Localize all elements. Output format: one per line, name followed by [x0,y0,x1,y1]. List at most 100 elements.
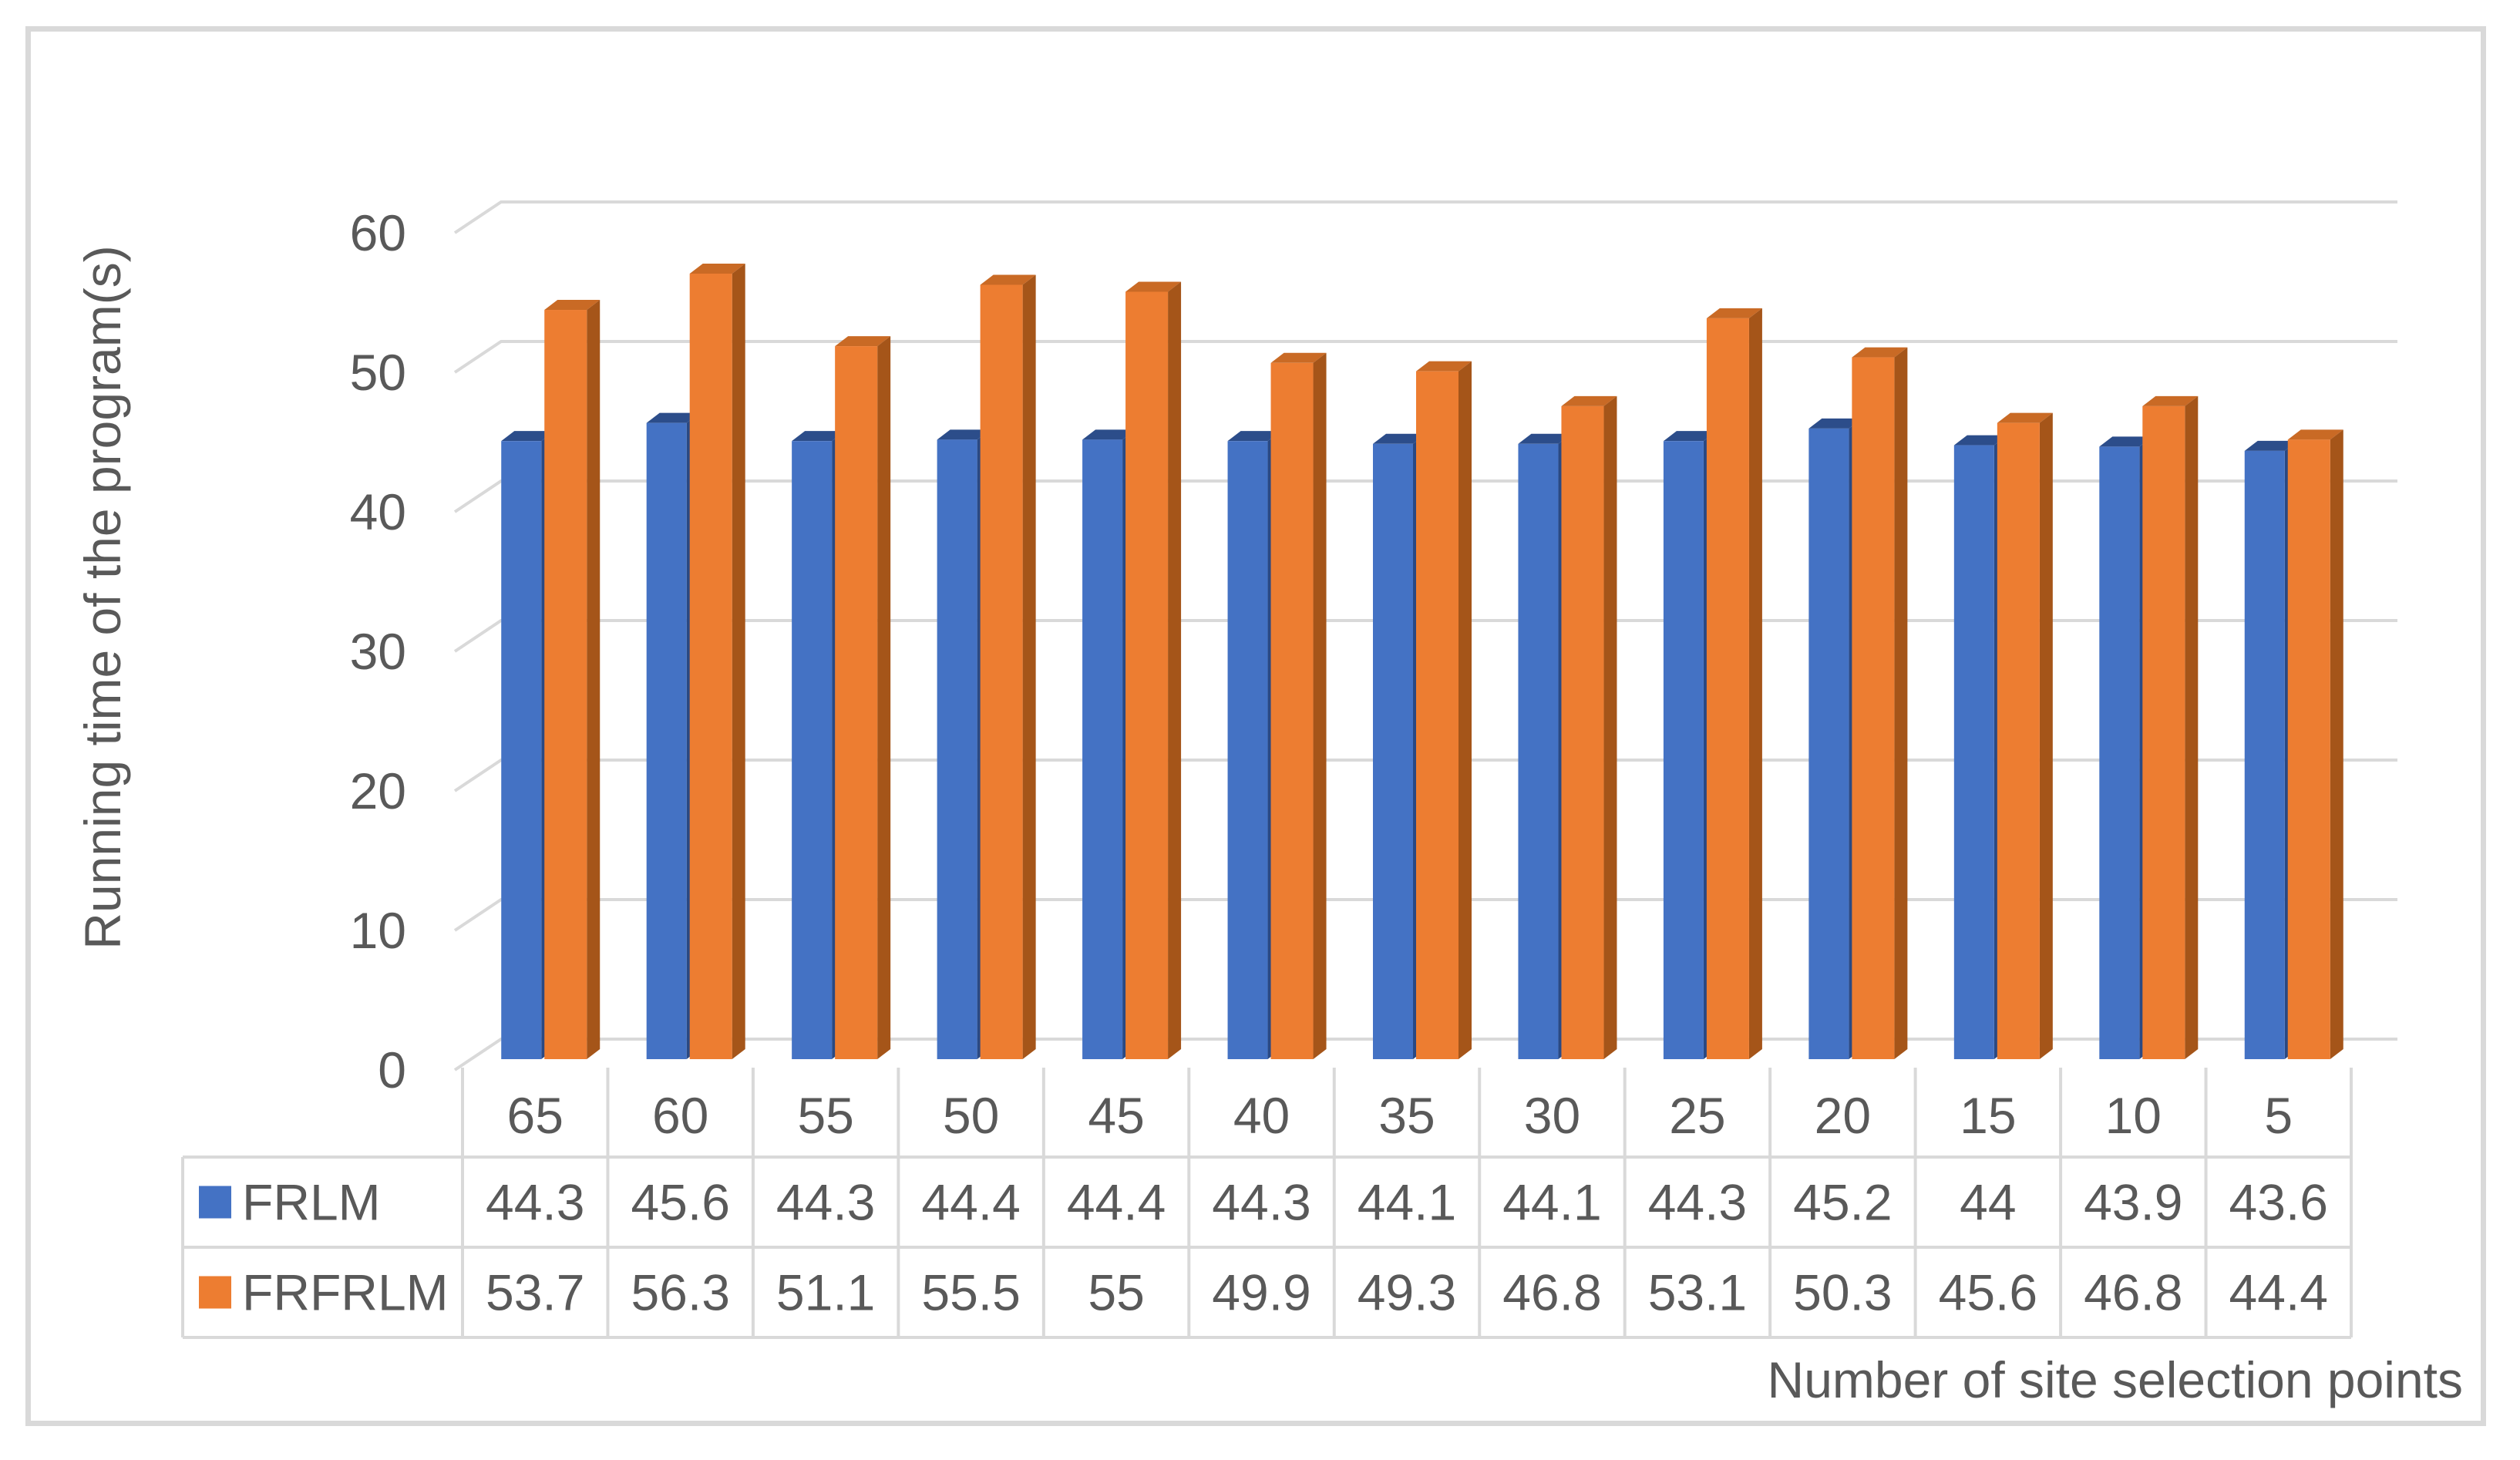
table-value: 44 [1960,1174,2016,1231]
bar-FRFRLM-20 [1852,357,1895,1059]
category-label: 20 [1815,1087,1871,1144]
bar-FRFRLM-45 [1125,291,1169,1059]
bar-top-FRFRLM-60 [689,263,745,274]
bar-FRLM-15 [1953,445,1994,1059]
bar-FRLM-5 [2244,450,2285,1059]
bar-top-FRFRLM-40 [1270,352,1327,363]
table-value: 44.4 [921,1174,1020,1231]
bar-top-FRLM-10 [2099,436,2153,447]
bar-FRFRLM-5 [2287,439,2330,1059]
bar-FRFRLM-65 [544,310,587,1059]
bar-top-FRLM-35 [1373,433,1426,444]
bar-side-FRFRLM-55 [877,336,891,1060]
bar-FRLM-55 [792,441,833,1059]
bar-side-FRFRLM-10 [2185,395,2199,1059]
bar-FRFRLM-15 [1997,422,2040,1059]
table-value: 45.6 [631,1174,729,1231]
table-value: 51.1 [776,1264,875,1321]
bar-top-FRFRLM-65 [544,300,601,311]
gridline-0 [453,1038,2397,1071]
bar-top-FRLM-55 [792,431,846,442]
bar-FRLM-45 [1082,439,1123,1059]
bar-top-FRLM-45 [1082,429,1136,440]
category-label: 40 [1233,1087,1290,1144]
category-label: 10 [2105,1087,2162,1144]
category-label: 15 [1960,1087,2016,1144]
bar-top-FRFRLM-15 [1997,412,2053,423]
category-label: 5 [2264,1087,2293,1144]
bar-top-FRFRLM-20 [1852,347,1908,358]
legend-swatch-FRFRLM [199,1276,231,1309]
bar-top-FRLM-25 [1663,431,1717,442]
category-label: 25 [1669,1087,1725,1144]
table-value: 44.1 [1358,1174,1456,1231]
category-label: 30 [1524,1087,1580,1144]
table-value: 44.3 [486,1174,584,1231]
bar-top-FRLM-15 [1953,435,2007,446]
bar-side-FRFRLM-20 [1894,347,1908,1059]
bar-FRLM-60 [646,422,687,1059]
bar-FRLM-35 [1373,443,1413,1059]
legend-swatch-FRLM [199,1186,231,1219]
table-value: 50.3 [1793,1264,1892,1321]
bar-FRLM-50 [937,439,977,1059]
bar-side-FRFRLM-50 [1022,274,1036,1059]
bar-side-FRFRLM-40 [1313,352,1327,1059]
bar-FRFRLM-30 [1561,405,1604,1059]
category-label: 60 [652,1087,708,1144]
bar-side-FRFRLM-30 [1603,395,1617,1059]
figure-border [25,26,2486,1426]
bar-top-FRLM-50 [937,429,991,440]
bar-top-FRLM-40 [1227,431,1281,442]
category-label: 55 [797,1087,853,1144]
bar-top-FRFRLM-30 [1561,395,1617,406]
y-tick-label: 10 [350,902,406,959]
bar-FRFRLM-35 [1416,371,1459,1059]
bar-FRLM-40 [1227,441,1268,1059]
legend-label-FRLM: FRLM [242,1174,381,1231]
bar-FRFRLM-50 [980,284,1023,1059]
table-value: 49.9 [1212,1264,1310,1321]
gridline-20 [453,759,2397,792]
bar-FRFRLM-55 [835,346,878,1060]
bar-FRFRLM-60 [689,273,732,1060]
bar-side-FRFRLM-25 [1748,308,1762,1059]
bar-top-FRLM-60 [646,412,700,423]
y-axis-title: Running time of the program(s) [74,245,131,950]
category-label: 50 [943,1087,999,1144]
bar-side-FRFRLM-65 [587,300,601,1059]
bar-FRFRLM-25 [1706,318,1749,1059]
category-label: 35 [1378,1087,1435,1144]
table-value: 44.4 [2229,1264,2328,1321]
category-label: 45 [1088,1087,1144,1144]
bar-top-FRLM-65 [501,431,555,442]
legend-label-FRFRLM: FRFRLM [242,1264,449,1321]
table-value: 49.3 [1358,1264,1456,1321]
y-tick-label: 60 [350,204,406,261]
gridline-10 [453,898,2397,932]
table-value: 53.1 [1648,1264,1747,1321]
table-value: 44.3 [1212,1174,1310,1231]
table-value: 44.3 [776,1174,875,1231]
bar-top-FRFRLM-45 [1125,281,1182,292]
gridline-60 [453,200,2397,234]
table-value: 44.4 [1067,1174,1166,1231]
bar-top-FRFRLM-5 [2287,429,2343,440]
table-value: 43.6 [2229,1174,2328,1231]
table-value: 46.8 [1502,1264,1601,1321]
y-tick-label: 0 [378,1041,406,1098]
bar-side-FRFRLM-35 [1459,361,1472,1059]
bar-FRFRLM-10 [2142,405,2185,1059]
bar-side-FRFRLM-15 [2039,412,2053,1059]
table-value: 55.5 [921,1264,1020,1321]
table-value: 44.3 [1648,1174,1747,1231]
y-tick-label: 40 [350,483,406,540]
bar-top-FRFRLM-10 [2142,395,2199,406]
bar-side-FRFRLM-45 [1168,281,1182,1059]
y-tick-label: 50 [350,344,406,401]
table-value: 45.2 [1793,1174,1892,1231]
table-value: 43.9 [2084,1174,2182,1231]
table-value: 44.1 [1502,1174,1601,1231]
bar-FRLM-30 [1518,443,1559,1059]
